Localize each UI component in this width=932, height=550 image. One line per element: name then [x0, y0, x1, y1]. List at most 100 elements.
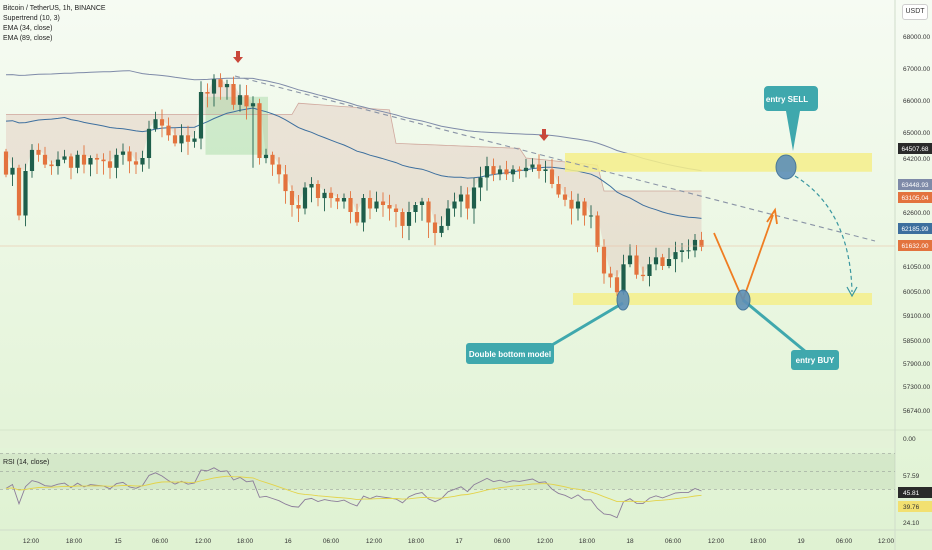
- price-tick-label: 58500.00: [903, 338, 930, 345]
- candle: [166, 125, 171, 136]
- entry-sell-marker: [775, 154, 797, 180]
- price-tick-label: 68000.00: [903, 34, 930, 41]
- ema34-line: [5, 107, 702, 219]
- candle: [140, 158, 145, 165]
- candle: [484, 166, 490, 178]
- candle: [3, 151, 9, 175]
- candle: [569, 199, 574, 209]
- candle: [530, 164, 535, 168]
- time-tick-label: 18:00: [237, 538, 254, 545]
- rsi-legend: RSI (14, close): [3, 459, 50, 466]
- candle: [335, 198, 340, 202]
- time-tick-label: 12:00: [23, 538, 40, 545]
- candle: [211, 79, 217, 94]
- entry-buy-pointer: [742, 298, 807, 354]
- candle: [315, 184, 321, 198]
- entry-sell-label: entry SELL: [766, 95, 808, 104]
- projection-path: [713, 214, 774, 303]
- price-badge: [898, 179, 932, 190]
- candle: [361, 198, 366, 223]
- time-tick-label: 06:00: [323, 538, 340, 545]
- candle: [257, 103, 262, 158]
- price-tick-label: 56740.00: [903, 408, 930, 415]
- candle: [81, 154, 87, 165]
- projected-drop-path: [794, 175, 853, 293]
- projection-arrowhead: [766, 207, 778, 225]
- candle: [367, 198, 373, 209]
- time-tick-label: 06:00: [665, 538, 682, 545]
- candle: [374, 201, 379, 209]
- candle: [322, 192, 327, 199]
- candle: [504, 169, 509, 175]
- candle: [517, 169, 522, 171]
- candle: [68, 156, 74, 168]
- entry-buy-callout: [791, 350, 839, 370]
- time-tick-label: 18:00: [750, 538, 767, 545]
- entry-sell-callout: [764, 86, 818, 151]
- price-tick-label: 57900.00: [903, 361, 930, 368]
- candle: [224, 84, 230, 88]
- rsi-line: [5, 467, 702, 519]
- time-tick-label: 12:00: [878, 538, 895, 545]
- candle: [627, 255, 633, 265]
- candle: [75, 154, 80, 168]
- price-badge: [898, 143, 932, 154]
- projected-drop-arrowhead: [846, 286, 858, 298]
- candle: [387, 205, 392, 209]
- candle: [426, 201, 431, 223]
- price-badge: [898, 223, 932, 234]
- candle: [276, 164, 282, 175]
- candle: [556, 184, 561, 195]
- rsi-badge: [898, 501, 932, 512]
- candle: [36, 149, 41, 155]
- candle: [497, 169, 503, 175]
- candle: [400, 212, 405, 226]
- candle: [549, 169, 555, 184]
- candle: [562, 194, 568, 200]
- candle: [640, 274, 646, 277]
- candle: [588, 215, 594, 217]
- time-tick-label: 17: [455, 538, 463, 545]
- candle: [172, 135, 178, 144]
- candle: [595, 215, 600, 247]
- candle: [601, 246, 607, 274]
- double-bottom-marker: [616, 289, 630, 311]
- candle: [614, 277, 620, 293]
- candle: [523, 167, 529, 172]
- candle: [471, 187, 477, 209]
- candle: [341, 198, 347, 202]
- price-tick-label: 67000.00: [903, 66, 930, 73]
- trendline: [234, 75, 876, 242]
- entry-buy-marker: [735, 289, 751, 311]
- price-tick-label: 62600.00: [903, 210, 930, 217]
- candle: [354, 212, 360, 223]
- entry-buy-label: entry BUY: [796, 356, 835, 365]
- candle: [29, 149, 35, 171]
- candle: [159, 119, 165, 126]
- rsi-tick-label: 57.59: [903, 473, 920, 480]
- currency-badge[interactable]: USDT: [902, 4, 928, 20]
- price-tick-label: 59100.00: [903, 313, 930, 320]
- time-tick-label: 06:00: [152, 538, 169, 545]
- rsi-badge: [898, 487, 932, 498]
- candle: [127, 151, 132, 162]
- time-tick-label: 18:00: [408, 538, 425, 545]
- candle: [666, 259, 672, 266]
- legend-supertrend: Supertrend (10, 3): [3, 15, 60, 22]
- candle: [439, 225, 444, 233]
- price-tick-label: 66000.00: [903, 98, 930, 105]
- candle: [621, 264, 626, 293]
- candle: [153, 119, 158, 129]
- candle: [445, 208, 451, 226]
- sell-signal-arrow-icon: [233, 51, 243, 63]
- candle: [699, 239, 704, 247]
- candle: [62, 156, 67, 160]
- time-tick-label: 12:00: [708, 538, 725, 545]
- candle: [543, 169, 548, 171]
- candle: [289, 191, 295, 205]
- legend-ema89: EMA (89, close): [3, 35, 53, 42]
- price-badge-label: 61632.00: [901, 243, 928, 250]
- candle: [146, 128, 152, 158]
- candle: [393, 208, 399, 212]
- candle: [491, 166, 496, 175]
